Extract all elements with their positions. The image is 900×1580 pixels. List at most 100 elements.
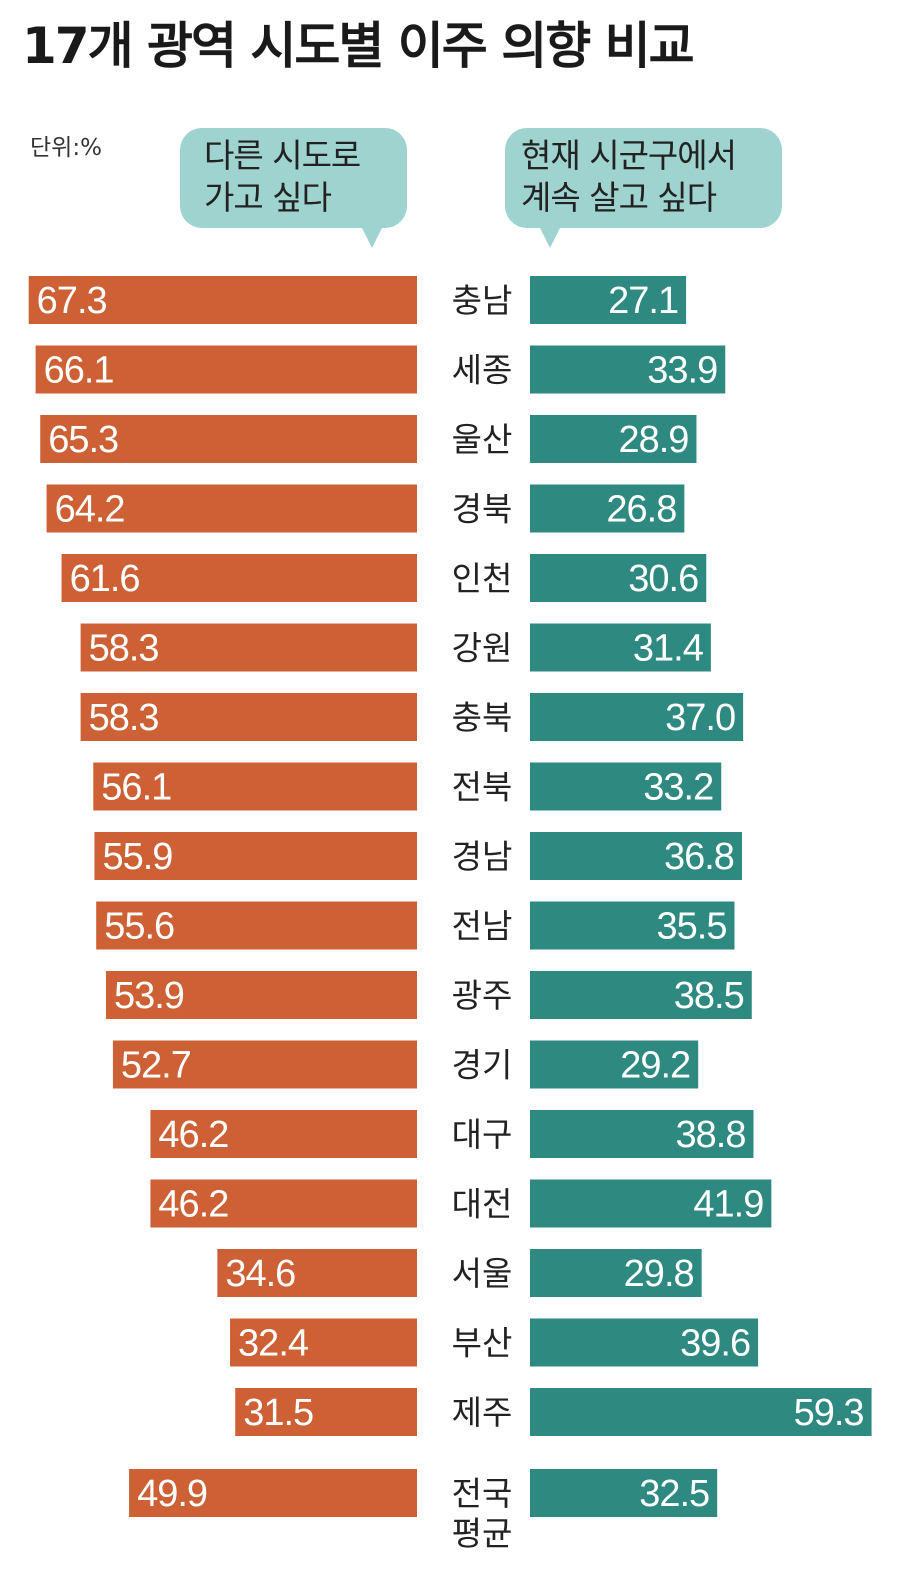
left-bar [112,1040,418,1089]
left-bar [235,1388,417,1436]
right-bar [530,762,722,811]
right-bar-value-label: 37.0 [665,697,735,739]
left-bar [217,1249,417,1297]
legend-bubble-left: 다른 시도로 가고 싶다 [180,128,407,228]
right-bar-value-label: 27.1 [608,280,678,322]
left-bar-value-label: 66.1 [44,350,114,392]
left-bar-value-label: 55.6 [104,906,174,948]
right-bar [530,1388,872,1436]
left-bar-value-label: 64.2 [55,489,125,531]
left-bar [230,1318,417,1367]
unit-label: 단위:% [30,135,102,161]
left-bar-value-label: 67.3 [37,280,107,322]
left-bar [150,1179,417,1228]
right-bar [530,1040,699,1089]
right-bar [530,1469,718,1517]
left-bar [80,693,417,741]
right-bar [530,693,744,741]
left-bar-value-label: 55.9 [102,836,172,878]
legend-bubble-left-tail [361,226,383,248]
right-bar [530,1318,759,1367]
right-bar-value-label: 29.2 [620,1045,690,1087]
category-label: 서울 [452,1254,513,1293]
category-label: 충남 [452,281,513,320]
category-label: 강원 [452,629,513,668]
left-bar [40,415,418,463]
category-label: 대구 [452,1115,513,1154]
left-bar-value-label: 58.3 [89,628,159,670]
right-bar-value-label: 26.8 [606,489,676,531]
left-bar-value-label: 46.2 [158,1184,228,1226]
right-bar [530,623,711,672]
right-bar [530,415,697,463]
right-bar-value-label: 33.2 [643,767,713,809]
category-label: 울산 [452,420,513,459]
left-bar [105,971,417,1019]
left-bar [35,345,418,394]
right-bar-value-label: 39.6 [680,1323,750,1365]
left-bar-value-label: 53.9 [114,975,184,1017]
right-bar [530,1249,702,1297]
right-bar [530,484,685,533]
left-bar-value-label: 32.4 [238,1323,309,1365]
category-label: 전국 [452,1474,513,1513]
category-label: 부산 [452,1324,513,1363]
right-bar-value-label: 59.3 [794,1392,864,1434]
right-bar [530,1110,754,1158]
left-bar-value-label: 65.3 [48,419,118,461]
right-bar-value-label: 38.8 [676,1114,746,1156]
right-bar-value-label: 36.8 [664,836,734,878]
legend-bubble-right-tail [539,226,561,248]
category-label: 충북 [452,698,513,737]
category-label: 세종 [452,351,513,390]
left-bar [150,1110,417,1158]
right-bar-value-label: 33.9 [647,350,717,392]
category-label: 경남 [452,837,513,876]
right-bar-value-label: 38.5 [674,975,744,1017]
legend-left-line-1: 다른 시도로 [204,136,361,175]
left-bar [94,832,417,880]
left-bar [96,901,418,950]
category-label: 전남 [452,907,513,946]
right-bar-value-label: 31.4 [633,628,704,670]
right-bar [530,832,742,880]
right-bar [530,1179,772,1228]
right-bar-value-label: 41.9 [693,1184,763,1226]
left-bar-value-label: 31.5 [243,1392,313,1434]
left-bar [28,276,417,324]
right-bar [530,345,726,394]
right-bar-value-label: 30.6 [628,558,698,600]
right-bar-value-label: 32.5 [639,1473,709,1515]
right-bar [530,554,707,602]
left-bar-value-label: 34.6 [225,1253,295,1295]
right-bar [530,276,687,324]
left-bar [93,762,417,811]
legend-left-line-2: 가고 싶다 [204,178,332,217]
left-bar-value-label: 58.3 [89,697,159,739]
right-bar-value-label: 35.5 [657,906,727,948]
right-bar-value-label: 28.9 [618,419,688,461]
category-label: 제주 [452,1393,513,1432]
left-bar-value-label: 61.6 [70,558,140,600]
category-label: 평균 [452,1514,513,1553]
right-bar [530,901,735,950]
chart-title: 17개 광역 시도별 이주 의향 비교 [22,17,695,75]
category-label: 경기 [452,1046,513,1085]
left-bar [46,484,417,533]
left-bar [80,623,417,672]
category-label: 인천 [452,559,513,598]
left-bar-value-label: 52.7 [121,1045,191,1087]
left-bar-value-label: 56.1 [101,767,171,809]
left-bar-value-label: 49.9 [137,1473,207,1515]
left-bar-value-label: 46.2 [158,1114,228,1156]
legend-right-line-1: 현재 시군구에서 [521,136,737,175]
category-label: 광주 [452,976,513,1015]
right-bar-value-label: 29.8 [624,1253,694,1295]
right-bar [530,971,752,1019]
left-bar [129,1469,417,1517]
category-label: 대전 [452,1185,513,1224]
category-label: 경북 [452,490,513,529]
left-bar [61,554,418,602]
category-label: 전북 [452,768,513,807]
